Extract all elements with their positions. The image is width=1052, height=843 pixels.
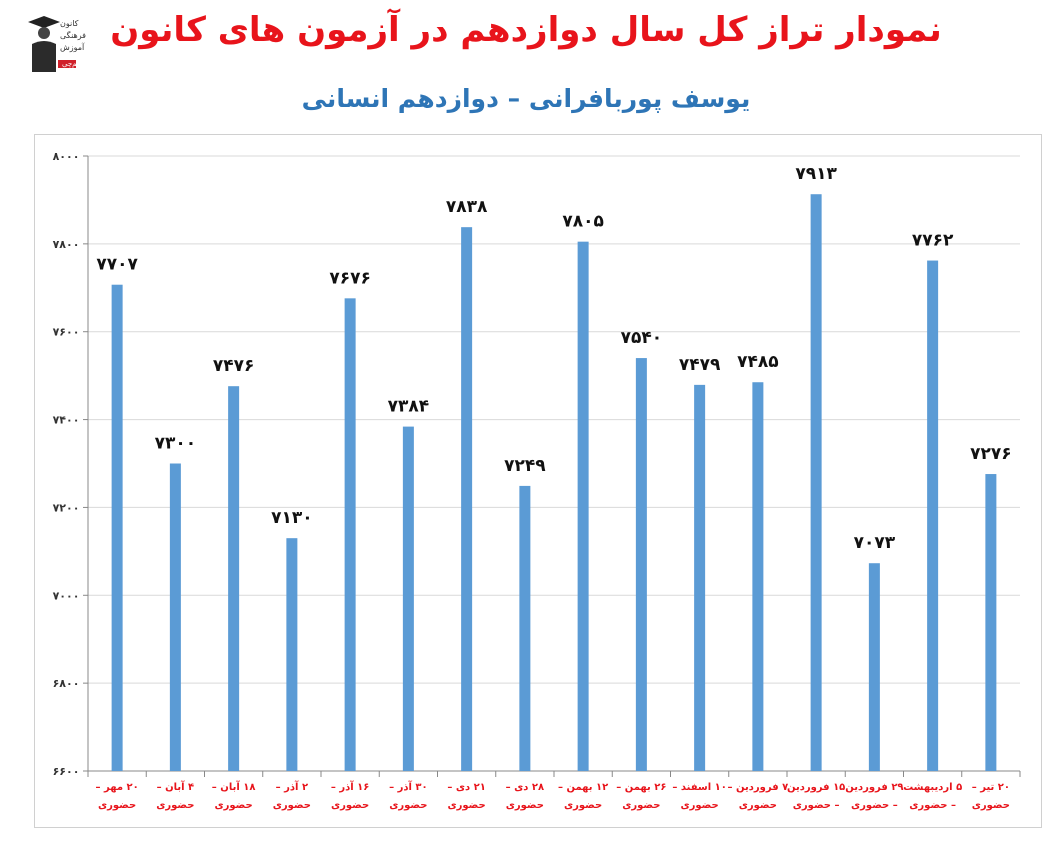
x-tick-label: ۱۸ آبان – حضوری [211,782,256,811]
chart-title: نمودار تراز کل سال دوازدهم در آزمون های … [110,10,942,50]
bar-value-label: ۷۵۴۰ [621,328,663,348]
x-tick-label: ۲۸ دی – حضوری [505,782,545,811]
x-tick-label: ۲۶ بهمن – حضوری [616,782,667,811]
bar-value-label: ۷۲۷۶ [970,444,1012,464]
y-tick-label: ۶۶۰۰ [53,765,80,778]
bar-value-label: ۷۳۰۰ [155,434,197,454]
bar-value-label: ۷۰۷۳ [854,533,896,553]
bar [111,284,123,771]
x-tick-label: ۲۰ تیر – حضوری [971,782,1010,811]
y-tick-label: ۷۰۰۰ [53,589,80,602]
logo-text-3: آموزش [60,43,85,52]
logo-text-4: قلم‌چی [62,60,83,68]
y-tick-label: ۸۰۰۰ [53,150,80,163]
bar [810,194,822,772]
bar-value-label: ۷۷۰۷ [96,255,138,275]
bar-value-label: ۷۷۶۲ [912,231,954,251]
logo-graphic [28,16,76,72]
bar [635,358,647,771]
logo-text-2: فرهنگی [60,31,86,40]
x-tick-label: ۲ آذر – حضوری [272,782,311,811]
bar [927,260,939,771]
x-tick-label: ۱۰ اسفند – حضوری [672,782,727,811]
bar-value-label: ۷۳۸۴ [388,397,430,417]
bar [461,227,473,771]
bar-value-label: ۷۴۷۶ [213,356,255,376]
bar [169,463,181,771]
bar [519,485,531,771]
y-tick-label: ۶۸۰۰ [53,677,80,690]
bar-value-label: ۷۱۳۰ [271,508,313,528]
bar-value-label: ۷۲۴۹ [504,456,546,476]
bar [752,382,764,771]
bar [577,241,589,772]
kanoon-logo: کانون فرهنگی آموزش قلم‌چی [24,14,86,72]
bar-value-label: ۷۸۳۸ [446,197,488,217]
x-tick-label: ۷ فروردین – حضوری [727,782,789,811]
bar-value-label: ۷۹۱۳ [795,164,837,184]
bar [228,386,240,771]
y-tick-label: ۷۸۰۰ [53,238,80,251]
x-tick-label: ۲۹ فروردین – حضوری [845,782,904,811]
logo-text-1: کانون [60,19,79,28]
bar [985,474,997,771]
bar-value-label: ۷۸۰۵ [562,212,604,232]
y-tick-label: ۷۴۰۰ [53,414,80,427]
y-tick-label: ۷۲۰۰ [53,501,80,514]
bar [286,538,298,771]
x-tick-label: ۱۶ آذر – حضوری [330,782,370,811]
x-tick-label: ۱۵ فروردین – حضوری [786,782,846,811]
chart-subtitle: یوسف پوربافرانی – دوازدهم انسانی [301,84,751,113]
plot-area-frame [34,134,1042,828]
bar [868,563,880,771]
x-tick-label: ۱۲ بهمن – حضوری [558,782,609,811]
x-tick-label: ۵ اردیبهشت – حضوری [903,782,963,811]
x-tick-label: ۲۰ مهر – حضوری [95,782,139,811]
y-tick-label: ۷۶۰۰ [53,326,80,339]
bar-value-label: ۷۴۸۵ [737,352,779,372]
x-tick-label: ۲۱ دی – حضوری [447,782,486,811]
bar [402,426,414,771]
x-tick-label: ۳۰ آذر – حضوری [389,782,428,811]
bar [694,384,706,771]
bar-value-label: ۷۴۷۹ [679,355,721,375]
bar [344,298,356,771]
x-tick-label: ۴ آبان – حضوری [156,782,195,811]
bar-value-label: ۷۶۷۶ [329,268,371,288]
